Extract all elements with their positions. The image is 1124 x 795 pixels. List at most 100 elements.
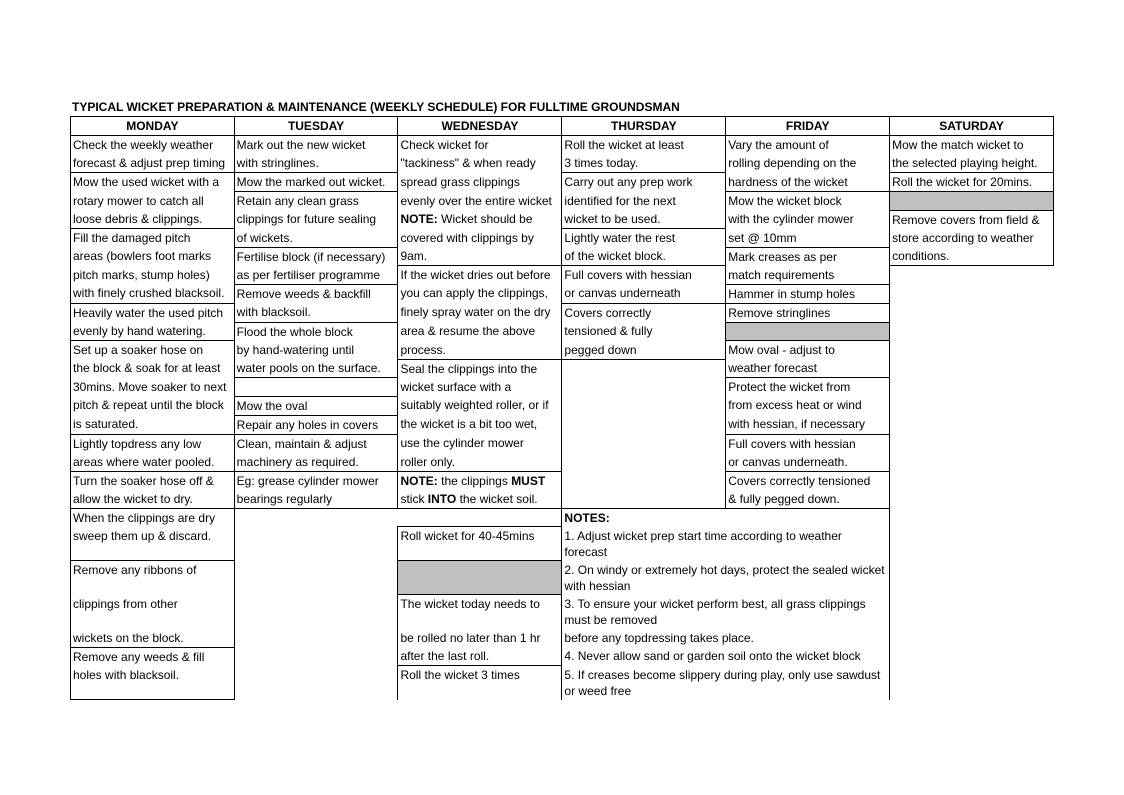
cell-empty xyxy=(890,266,1054,700)
cell: with stringlines. xyxy=(234,154,398,173)
cell-empty xyxy=(234,508,398,700)
cell: you can apply the clippings, xyxy=(398,284,562,303)
cell-gray xyxy=(890,192,1054,211)
cell: Mow the used wicket with a xyxy=(71,173,235,192)
note-text: 4. Never allow sand or garden soil onto … xyxy=(562,647,890,666)
cell: evenly over the entire wicket xyxy=(398,192,562,211)
cell: tensioned & fully xyxy=(562,322,726,341)
cell: Clean, maintain & adjust xyxy=(234,434,398,453)
cell: of wickets. xyxy=(234,229,398,248)
note-label: NOTE: xyxy=(400,474,437,488)
note-text: 1. Adjust wicket prep start time accordi… xyxy=(562,527,890,561)
cell: Mow oval - adjust to xyxy=(726,341,890,360)
cell: or canvas underneath. xyxy=(726,453,890,472)
cell: Full covers with hessian xyxy=(562,266,726,285)
cell: machinery as required. xyxy=(234,453,398,472)
cell: rotary mower to catch all xyxy=(71,192,235,211)
cell: Heavily water the used pitch xyxy=(71,303,235,322)
cell: from excess heat or wind xyxy=(726,396,890,415)
cell: hardness of the wicket xyxy=(726,173,890,192)
cell: Roll wicket for 40-45mins xyxy=(398,527,562,561)
cell: Mark out the new wicket xyxy=(234,136,398,155)
cell: 30mins. Move soaker to next xyxy=(71,378,235,397)
cell-empty xyxy=(398,508,562,527)
cell: with hessian, if necessary xyxy=(726,415,890,434)
notes-label: NOTES: xyxy=(562,508,726,527)
cell: rolling depending on the xyxy=(726,154,890,173)
header-row: MONDAY TUESDAY WEDNESDAY THURSDAY FRIDAY… xyxy=(71,117,1054,136)
cell: areas (bowlers foot marks xyxy=(71,247,235,266)
cell: areas where water pooled. xyxy=(71,453,235,472)
cell-text: the clippings xyxy=(438,474,511,488)
cell: with the cylinder mower xyxy=(726,210,890,229)
cell: NOTE: Wicket should be xyxy=(398,210,562,229)
cell: be rolled no later than 1 hr xyxy=(398,629,562,648)
cell: Protect the wicket from xyxy=(726,378,890,397)
table-row: rotary mower to catch all Retain any cle… xyxy=(71,192,1054,211)
cell: wickets on the block. xyxy=(71,629,235,648)
cell: the block & soak for at least xyxy=(71,359,235,378)
cell: bearings regularly xyxy=(234,490,398,509)
cell: Full covers with hessian xyxy=(726,434,890,453)
cell: forecast & adjust prep timing xyxy=(71,154,235,173)
cell-bold: MUST xyxy=(511,474,545,488)
cell: Check wicket for xyxy=(398,136,562,155)
cell: pitch & repeat until the block xyxy=(71,396,235,415)
cell: pegged down xyxy=(562,341,726,360)
cell: holes with blacksoil. xyxy=(71,666,235,700)
cell: weather forecast xyxy=(726,359,890,378)
table-row: loose debris & clippings. clippings for … xyxy=(71,210,1054,229)
header-wed: WEDNESDAY xyxy=(398,117,562,136)
cell-empty xyxy=(726,508,890,527)
cell: by hand-watering until xyxy=(234,341,398,360)
cell: conditions. xyxy=(890,247,1054,266)
table-row: Fill the damaged pitch of wickets. cover… xyxy=(71,229,1054,248)
cell: wicket to be used. xyxy=(562,210,726,229)
cell: Roll the wicket at least xyxy=(562,136,726,155)
cell: Vary the amount of xyxy=(726,136,890,155)
cell: Check the weekly weather xyxy=(71,136,235,155)
cell: roller only. xyxy=(398,453,562,472)
cell: NOTE: the clippings MUST xyxy=(398,471,562,490)
cell: Seal the clippings into the xyxy=(398,359,562,378)
cell: Fill the damaged pitch xyxy=(71,229,235,248)
cell: Remove stringlines xyxy=(726,303,890,322)
cell: process. xyxy=(398,341,562,360)
cell: The wicket today needs to xyxy=(398,595,562,629)
header-thu: THURSDAY xyxy=(562,117,726,136)
cell: Mow the match wicket to xyxy=(890,136,1054,155)
cell-gray xyxy=(726,322,890,341)
cell: Covers correctly xyxy=(562,303,726,322)
cell: 9am. xyxy=(398,247,562,266)
cell: Repair any holes in covers xyxy=(234,415,398,434)
cell: Lightly water the rest xyxy=(562,229,726,248)
cell: Turn the soaker hose off & xyxy=(71,471,235,490)
cell: stick INTO the wicket soil. xyxy=(398,490,562,509)
cell: the wicket is a bit too wet, xyxy=(398,415,562,434)
cell: pitch marks, stump holes) xyxy=(71,266,235,285)
cell: Retain any clean grass xyxy=(234,192,398,211)
cell: or canvas underneath xyxy=(562,284,726,303)
cell: area & resume the above xyxy=(398,322,562,341)
header-tue: TUESDAY xyxy=(234,117,398,136)
cell: store according to weather xyxy=(890,229,1054,248)
cell: Roll the wicket for 20mins. xyxy=(890,173,1054,192)
cell: clippings for future sealing xyxy=(234,210,398,229)
cell-bold: INTO xyxy=(428,492,456,506)
note-text: 2. On windy or extremely hot days, prote… xyxy=(562,561,890,595)
cell: Set up a soaker hose on xyxy=(71,341,235,360)
table-row: areas (bowlers foot marks Fertilise bloc… xyxy=(71,247,1054,266)
cell: the selected playing height. xyxy=(890,154,1054,173)
cell: allow the wicket to dry. xyxy=(71,490,235,509)
cell-text: the wicket soil. xyxy=(456,492,537,506)
cell: Hammer in stump holes xyxy=(726,284,890,303)
cell: covered with clippings by xyxy=(398,229,562,248)
cell: clippings from other xyxy=(71,595,235,629)
cell: When the clippings are dry xyxy=(71,508,235,527)
header-mon: MONDAY xyxy=(71,117,235,136)
note-text: 3. To ensure your wicket perform best, a… xyxy=(562,595,890,629)
cell: after the last roll. xyxy=(398,647,562,666)
cell: spread grass clippings xyxy=(398,173,562,192)
cell: sweep them up & discard. xyxy=(71,527,235,561)
cell: If the wicket dries out before xyxy=(398,266,562,285)
